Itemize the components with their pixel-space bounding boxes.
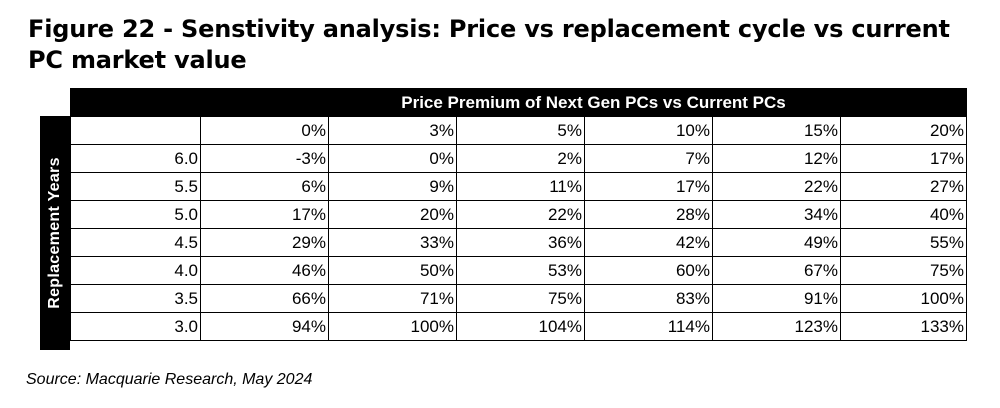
table-cell: 83% [584, 284, 713, 313]
table-cell: 29% [200, 228, 329, 257]
table-cell: 9% [328, 172, 457, 201]
column-header: 20% [840, 116, 967, 145]
table-cell: 71% [328, 284, 457, 313]
row-label: 5.0 [70, 200, 201, 229]
table-cell: 46% [200, 256, 329, 285]
table-cell: 60% [584, 256, 713, 285]
table-row: 4.0 46% 50% 53% 60% 67% 75% [70, 256, 967, 285]
table-cell: 67% [712, 256, 841, 285]
table-cell: 75% [840, 256, 967, 285]
row-label: 4.5 [70, 228, 201, 257]
table-cell: 66% [200, 284, 329, 313]
row-label: 4.0 [70, 256, 201, 285]
table-cell: 22% [712, 172, 841, 201]
table-cell: 40% [840, 200, 967, 229]
table-cell: 55% [840, 228, 967, 257]
column-header: 5% [456, 116, 585, 145]
figure-title: Figure 22 - Senstivity analysis: Price v… [28, 15, 950, 74]
table-cell: 33% [328, 228, 457, 257]
table-cell: 17% [840, 144, 967, 173]
table-cell: 100% [840, 284, 967, 313]
column-header: 15% [712, 116, 841, 145]
table-cell: 49% [712, 228, 841, 257]
table-header-row: Price Premium of Next Gen PCs vs Current… [70, 88, 967, 117]
table-cell: 6% [200, 172, 329, 201]
table-row: 6.0 -3% 0% 2% 7% 12% 17% [70, 144, 967, 173]
column-header-row: 0% 3% 5% 10% 15% 20% [70, 116, 967, 145]
column-header: 10% [584, 116, 713, 145]
table-cell: 34% [712, 200, 841, 229]
table-cell: 17% [200, 200, 329, 229]
table-cell: 2% [456, 144, 585, 173]
table-row: 3.5 66% 71% 75% 83% 91% 100% [70, 284, 967, 313]
row-axis-label: Replacement Years [40, 116, 70, 350]
table-cell: 133% [840, 312, 967, 341]
table-cell: 12% [712, 144, 841, 173]
row-label: 5.5 [70, 172, 201, 201]
corner-cell [70, 116, 201, 145]
table-row: 4.5 29% 33% 36% 42% 49% 55% [70, 228, 967, 257]
table-cell: 17% [584, 172, 713, 201]
row-axis-label-text: Replacement Years [46, 157, 63, 309]
table-row: 3.0 94% 100% 104% 114% 123% 133% [70, 312, 967, 341]
table-cell: 7% [584, 144, 713, 173]
column-header: 0% [200, 116, 329, 145]
source-note: Source: Macquarie Research, May 2024 [26, 371, 313, 388]
table-cell: 91% [712, 284, 841, 313]
column-group-header: Price Premium of Next Gen PCs vs Current… [70, 88, 967, 117]
table-cell: 50% [328, 256, 457, 285]
table-cell: 53% [456, 256, 585, 285]
table-cell: 104% [456, 312, 585, 341]
row-label: 3.5 [70, 284, 201, 313]
table-cell: 75% [456, 284, 585, 313]
table-cell: 28% [584, 200, 713, 229]
row-label: 6.0 [70, 144, 201, 173]
table-cell: 114% [584, 312, 713, 341]
table-cell: 123% [712, 312, 841, 341]
table-row: 5.5 6% 9% 11% 17% 22% 27% [70, 172, 967, 201]
table-cell: 42% [584, 228, 713, 257]
column-header: 3% [328, 116, 457, 145]
table-cell: 27% [840, 172, 967, 201]
table-row: 5.0 17% 20% 22% 28% 34% 40% [70, 200, 967, 229]
table-cell: 100% [328, 312, 457, 341]
table-cell: 36% [456, 228, 585, 257]
sensitivity-table: Price Premium of Next Gen PCs vs Current… [70, 88, 967, 341]
table-cell: 20% [328, 200, 457, 229]
row-label: 3.0 [70, 312, 201, 341]
sensitivity-table-container: Replacement Years Price Premium of Next … [40, 88, 968, 350]
table-cell: 94% [200, 312, 329, 341]
table-cell: 11% [456, 172, 585, 201]
table-cell: -3% [200, 144, 329, 173]
table-cell: 22% [456, 200, 585, 229]
table-cell: 0% [328, 144, 457, 173]
